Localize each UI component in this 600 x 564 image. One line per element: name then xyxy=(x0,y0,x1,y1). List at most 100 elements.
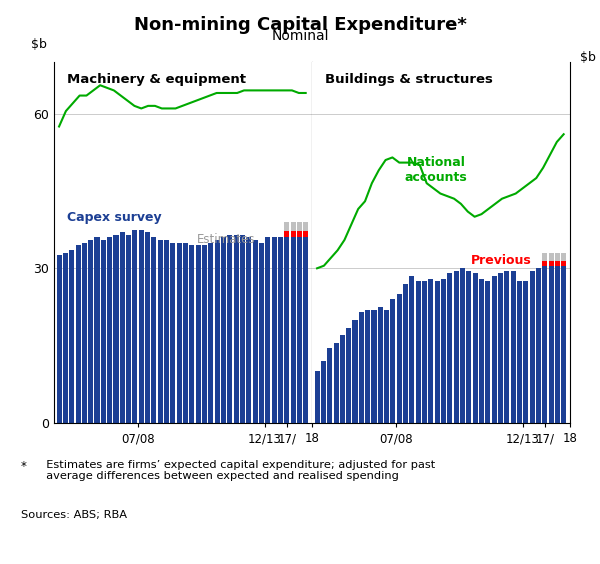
Bar xyxy=(145,232,150,423)
Text: Buildings & structures: Buildings & structures xyxy=(325,73,493,86)
Text: Estimates are firms’ expected capital expenditure; adjusted for past
  average d: Estimates are firms’ expected capital ex… xyxy=(39,460,435,481)
Bar xyxy=(384,310,389,423)
Bar xyxy=(176,243,182,423)
Text: Machinery & equipment: Machinery & equipment xyxy=(67,73,246,86)
Bar xyxy=(290,222,296,423)
Bar xyxy=(202,245,207,423)
Bar xyxy=(303,231,308,237)
Bar xyxy=(290,231,296,237)
Text: Estimates: Estimates xyxy=(197,232,255,245)
Bar xyxy=(120,232,125,423)
Bar xyxy=(504,271,509,423)
Bar xyxy=(517,281,522,423)
Bar xyxy=(448,274,452,423)
Bar xyxy=(428,279,433,423)
Bar xyxy=(530,271,535,423)
Bar xyxy=(227,235,232,423)
Bar xyxy=(164,240,169,423)
Bar xyxy=(94,237,100,423)
Bar xyxy=(548,261,554,266)
Bar xyxy=(416,281,421,423)
Bar xyxy=(359,312,364,423)
Bar xyxy=(196,245,201,423)
Bar xyxy=(352,320,358,423)
Bar xyxy=(183,243,188,423)
Bar xyxy=(422,281,427,423)
Bar xyxy=(397,294,402,423)
Bar xyxy=(555,261,560,266)
Bar xyxy=(297,222,302,423)
Bar xyxy=(265,237,270,423)
Bar xyxy=(82,243,87,423)
Bar xyxy=(190,245,194,423)
Bar xyxy=(133,230,137,423)
Text: Capex survey: Capex survey xyxy=(67,211,161,224)
Text: National
accounts: National accounts xyxy=(404,156,467,184)
Y-axis label: $b: $b xyxy=(580,51,596,64)
Bar xyxy=(284,237,289,423)
Bar xyxy=(284,222,289,423)
Y-axis label: $b: $b xyxy=(31,38,46,51)
Text: *: * xyxy=(21,460,27,473)
Bar xyxy=(284,231,289,237)
Bar xyxy=(542,266,547,423)
Bar xyxy=(101,240,106,423)
Bar xyxy=(272,237,277,423)
Bar xyxy=(208,243,214,423)
Bar xyxy=(321,361,326,423)
Text: Non-mining Capital Expenditure*: Non-mining Capital Expenditure* xyxy=(134,16,466,34)
Bar xyxy=(56,255,62,423)
Bar xyxy=(548,253,554,423)
Text: Sources: ABS; RBA: Sources: ABS; RBA xyxy=(21,510,127,521)
Bar xyxy=(215,240,220,423)
Bar xyxy=(76,245,80,423)
Bar xyxy=(246,237,251,423)
Bar xyxy=(555,266,560,423)
Bar xyxy=(511,271,515,423)
Bar xyxy=(158,240,163,423)
Bar xyxy=(555,253,560,423)
Bar xyxy=(88,240,93,423)
Bar xyxy=(371,310,377,423)
Bar xyxy=(466,271,472,423)
Bar xyxy=(113,235,119,423)
Bar xyxy=(314,372,320,423)
Bar xyxy=(365,310,370,423)
Bar xyxy=(340,336,345,423)
Bar xyxy=(441,279,446,423)
Bar xyxy=(460,268,465,423)
Bar xyxy=(409,276,415,423)
Text: Previous: Previous xyxy=(470,254,532,267)
Bar xyxy=(233,235,239,423)
Bar xyxy=(334,343,338,423)
Bar xyxy=(253,240,257,423)
Bar xyxy=(542,261,547,266)
Bar xyxy=(297,237,302,423)
Bar xyxy=(126,235,131,423)
Bar xyxy=(346,328,351,423)
Bar xyxy=(303,222,308,423)
Bar xyxy=(548,266,554,423)
Bar xyxy=(454,271,459,423)
Bar xyxy=(485,281,490,423)
Bar xyxy=(170,243,175,423)
Bar xyxy=(473,274,478,423)
Bar xyxy=(523,281,528,423)
Bar xyxy=(303,237,308,423)
Bar xyxy=(107,237,112,423)
Bar xyxy=(536,268,541,423)
Bar xyxy=(479,279,484,423)
Bar xyxy=(63,253,68,423)
Bar xyxy=(259,243,264,423)
Bar xyxy=(69,250,74,423)
Text: Nominal: Nominal xyxy=(271,29,329,43)
Bar xyxy=(297,231,302,237)
Bar xyxy=(403,284,408,423)
Bar xyxy=(561,253,566,423)
Bar xyxy=(561,261,566,266)
Bar xyxy=(290,237,296,423)
Bar xyxy=(139,230,144,423)
Bar xyxy=(240,235,245,423)
Bar xyxy=(221,237,226,423)
Bar xyxy=(278,237,283,423)
